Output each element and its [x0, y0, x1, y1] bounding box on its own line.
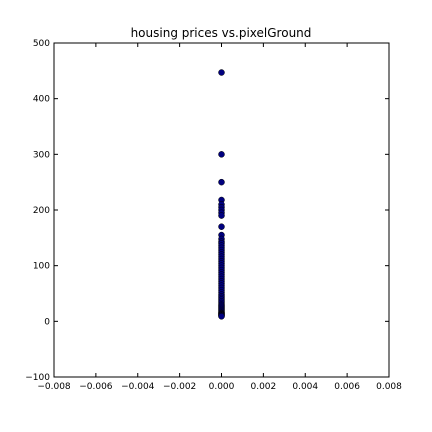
- y-tick-label: 200: [33, 206, 50, 216]
- x-tick-label: −0.002: [163, 382, 196, 392]
- y-tick-label: 400: [33, 95, 50, 105]
- data-point: [218, 151, 225, 158]
- data-point: [218, 223, 225, 230]
- data-point: [218, 313, 225, 320]
- chart-title: housing prices vs.pixelGround: [131, 26, 312, 40]
- y-tick-label: 500: [33, 39, 50, 49]
- y-tick-label: 300: [33, 150, 50, 160]
- data-point: [218, 178, 225, 186]
- y-axis: −100 0 100 200 300 400 500: [25, 39, 389, 383]
- x-axis: −0.008 −0.006 −0.004 −0.002 0.000 0.002 0.004 0…: [37, 43, 402, 392]
- x-tick-label: −0.008: [37, 382, 71, 392]
- x-tick-label: 0.006: [334, 382, 360, 392]
- y-tick-label: 0: [44, 317, 50, 327]
- y-tick-label: −100: [25, 373, 50, 383]
- data-points: [218, 69, 225, 320]
- x-tick-label: −0.006: [79, 382, 113, 392]
- data-point: [218, 69, 225, 76]
- y-tick-label: 100: [33, 262, 50, 272]
- x-tick-label: 0.004: [292, 382, 318, 392]
- x-tick-label: 0.008: [376, 382, 402, 392]
- x-tick-label: 0.000: [209, 382, 235, 392]
- x-tick-label: −0.004: [121, 382, 155, 392]
- data-point: [218, 212, 225, 219]
- x-tick-label: 0.002: [250, 382, 276, 392]
